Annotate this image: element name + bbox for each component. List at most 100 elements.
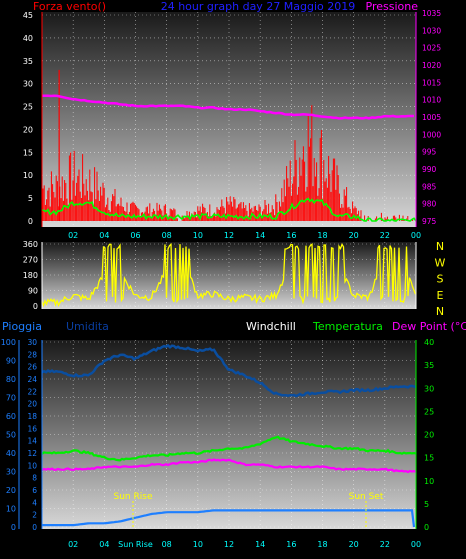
compass-label: N [436,240,444,253]
pressure-axis-title: Pressione [366,0,419,13]
time-tick-label: 02 [68,231,78,240]
axis-tick-label: 26 [27,363,37,372]
temp-panel-background [42,340,416,529]
gust-line [41,197,417,222]
axis-tick-label: 985 [422,182,437,191]
axis-tick-label: 1015 [422,78,441,87]
humidity-line [41,343,417,398]
axis-tick-label: 995 [422,148,437,157]
axis-tick-label: 1005 [422,113,441,122]
time-tick-label: 12 [224,540,234,549]
time-tick-label: 10 [193,540,203,549]
axis-tick-label: 0 [32,523,37,532]
time-tick-label: 18 [317,231,327,240]
wind-axis-title: Forza vento() [33,0,106,13]
axis-tick-label: 0 [424,523,429,532]
axis-tick-label: 24 [27,375,37,384]
axis-tick-label: 20 [424,431,434,440]
axis-tick-label: 16 [27,424,37,433]
axis-tick-label: 8 [32,474,37,483]
legend-temperature: Temperatura [312,320,383,333]
axis-tick-label: 10 [27,461,37,470]
axis-tick-label: 30 [6,468,16,477]
temp-panel-data [41,343,417,528]
axis-tick-label: 0 [28,217,33,226]
axis-tick-label: 35 [23,57,33,66]
axis-tick-label: 270 [23,256,38,265]
axis-tick-label: 6 [32,486,37,495]
axis-tick-label: 30 [23,80,33,89]
legend-rain: Pioggia [2,320,42,333]
axis-tick-label: 1000 [422,130,441,139]
rain-line [42,509,416,528]
time-tick-label: 06 [130,231,140,240]
axis-tick-label: 80 [6,375,16,384]
time-tick-label: 08 [162,231,172,240]
axis-tick-label: 20 [6,486,16,495]
axis-tick-label: 70 [6,394,16,403]
sun-set-label: Sun Set [349,492,384,502]
time-tick-label: 18 [317,540,327,549]
dewpoint-line [41,458,417,474]
wind-panel-data [41,69,417,222]
wind-direction-line [41,242,417,308]
axis-tick-label: 40 [23,34,33,43]
axis-tick-label: 14 [27,437,37,446]
axis-tick-label: 90 [28,287,38,296]
axis-tick-label: 975 [422,217,437,226]
time-tick-label: 22 [380,540,390,549]
graph-title: 24 hour graph day 27 Maggio 2019 [161,0,356,13]
time-tick-label: 16 [286,540,296,549]
compass-label: E [437,289,444,302]
axis-tick-label: 4 [32,498,37,507]
sun-rise-label: Sun Rise [114,492,153,502]
legend-dewpoint: Dew Point (°C) [392,320,466,333]
time-tick-label: 14 [255,231,265,240]
time-tick-label: 14 [255,540,265,549]
axis-tick-label: 25 [23,103,33,112]
axis-tick-label: 10 [23,171,33,180]
compass-label: W [435,256,446,269]
axis-tick-label: 1030 [422,26,441,35]
axis-tick-label: 20 [27,400,37,409]
axis-tick-label: 180 [23,271,38,280]
time-tick-label: 12 [224,231,234,240]
axis-tick-label: 40 [424,338,434,347]
axis-tick-label: 35 [424,361,434,370]
axis-tick-label: 60 [6,412,16,421]
time-tick-label: 08 [162,540,172,549]
time-tick-label: 20 [349,540,359,549]
axis-tick-label: 990 [422,165,437,174]
temp-panel-axes: 1009080706050403020100302826242220181614… [1,338,434,549]
axis-tick-label: 10 [6,505,16,514]
axis-tick-label: 90 [6,357,16,366]
axis-tick-label: 30 [27,338,37,347]
axis-tick-label: 50 [6,431,16,440]
time-tick-label: 16 [286,231,296,240]
legend-windchill: Windchill [246,320,296,333]
time-tick-label: 10 [193,231,203,240]
direction-panel-data [41,242,417,308]
axis-tick-label: 360 [23,240,38,249]
axis-tick-label: 15 [424,454,434,463]
axis-tick-label: 5 [424,500,429,509]
axis-tick-label: 2 [32,511,37,520]
axis-tick-label: 15 [23,148,33,157]
time-tick-label: 04 [99,540,109,549]
legend-humidity: Umidita [66,320,109,333]
axis-tick-label: 30 [424,384,434,393]
axis-tick-label: 18 [27,412,37,421]
time-tick-label: 00 [411,231,421,240]
pressure-line [42,94,414,120]
temperature-line [41,435,417,462]
axis-tick-label: 12 [27,449,37,458]
axis-tick-label: 1025 [422,44,441,53]
axis-tick-label: 25 [424,407,434,416]
axis-tick-label: 0 [33,302,38,311]
axis-tick-label: 5 [28,194,33,203]
axis-tick-label: 45 [23,11,33,20]
compass-label: N [436,305,444,318]
wind-panel-axes: 4540353025201510501035103010251020101510… [23,9,442,240]
time-tick-label: 22 [380,231,390,240]
